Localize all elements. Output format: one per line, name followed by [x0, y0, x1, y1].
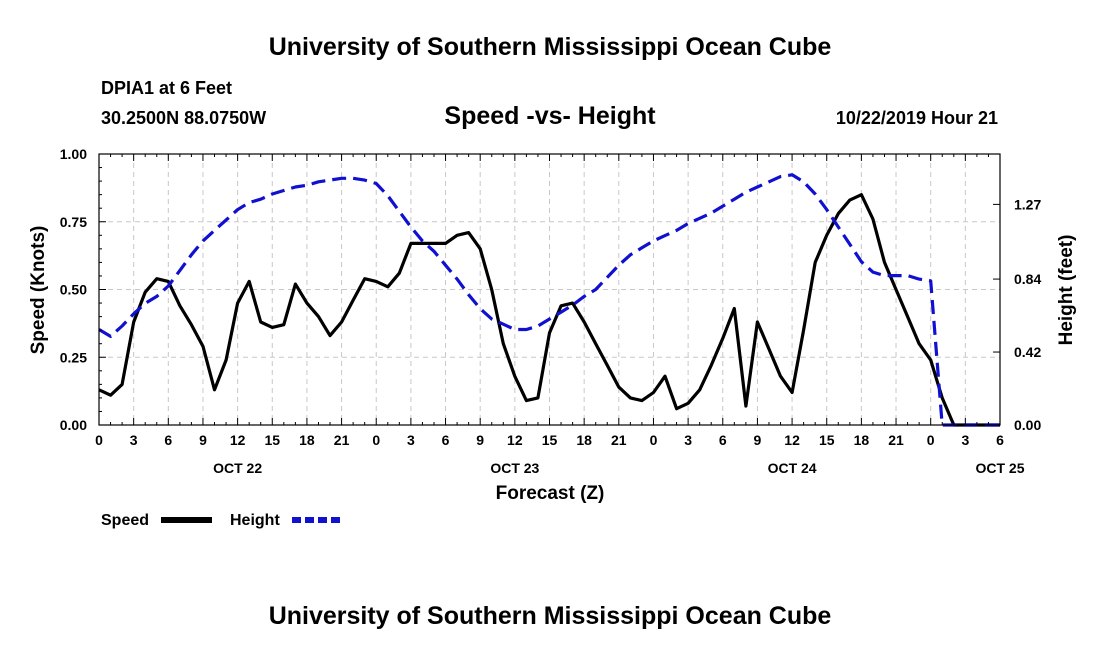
- x-tick-label: 18: [854, 432, 870, 448]
- date-label: OCT 24: [768, 460, 817, 476]
- x-tick-label: 3: [407, 432, 415, 448]
- x-tick-label: 3: [684, 432, 692, 448]
- x-tick-label: 0: [927, 432, 935, 448]
- x-tick-label: 0: [650, 432, 658, 448]
- y2-tick-label: 1.27: [1014, 196, 1041, 212]
- timestamp-label: 10/22/2019 Hour 21: [836, 108, 998, 128]
- x-tick-label: 12: [230, 432, 246, 448]
- x-tick-label: 3: [961, 432, 969, 448]
- y-tick-label: 1.00: [60, 146, 87, 162]
- y2-tick-label: 0.42: [1014, 344, 1041, 360]
- x-tick-label: 6: [442, 432, 450, 448]
- y-tick-label: 0.25: [60, 349, 87, 365]
- date-label: OCT 23: [490, 460, 539, 476]
- x-tick-label: 3: [130, 432, 138, 448]
- x-tick-label: 15: [542, 432, 558, 448]
- x-tick-label: 6: [996, 432, 1004, 448]
- legend-label-speed: Speed: [101, 512, 149, 529]
- coordinates-label: 30.2500N 88.0750W: [101, 108, 266, 128]
- y-axis-title: Speed (Knots): [28, 226, 49, 355]
- x-tick-label: 6: [164, 432, 172, 448]
- x-tick-label: 15: [264, 432, 280, 448]
- y2-axis-title: Height (feet): [1056, 235, 1077, 346]
- x-tick-label: 21: [611, 432, 627, 448]
- x-tick-label: 21: [334, 432, 350, 448]
- series-line-height: [98, 173, 1000, 427]
- x-axis-title: Forecast (Z): [496, 483, 605, 504]
- page-title: University of Southern Mississippi Ocean…: [269, 33, 832, 61]
- series-line-speed: [98, 193, 1000, 427]
- x-tick-label: 0: [95, 432, 103, 448]
- date-label: OCT 22: [213, 460, 262, 476]
- station-label: DPIA1 at 6 Feet: [101, 78, 232, 98]
- x-tick-label: 12: [507, 432, 523, 448]
- y2-tick-label: 0.00: [1014, 417, 1041, 433]
- date-label: OCT 25: [975, 460, 1024, 476]
- x-tick-label: 18: [576, 432, 592, 448]
- y-tick-label: 0.00: [60, 417, 87, 433]
- legend: Speed Height: [101, 512, 342, 529]
- legend-label-height: Height: [230, 512, 280, 529]
- x-tick-label: 0: [372, 432, 380, 448]
- axes-group: 0 3 6 9 12 15 18 21 0 3 6 9 12 15 18 21 0 3 6 9 12 15 18 21 0 3 6 O…: [60, 146, 1042, 476]
- x-tick-label: 6: [719, 432, 727, 448]
- chart-title: Speed -vs- Height: [444, 102, 656, 130]
- y-tick-label: 0.50: [60, 282, 87, 298]
- grid-lines: [99, 154, 1000, 425]
- x-tick-label: 12: [784, 432, 800, 448]
- footer-title: University of Southern Mississippi Ocean…: [269, 602, 832, 630]
- x-tick-label: 18: [299, 432, 315, 448]
- x-tick-label: 21: [888, 432, 904, 448]
- x-tick-label: 9: [476, 432, 484, 448]
- series-group: [98, 173, 1000, 427]
- x-tick-label: 9: [199, 432, 207, 448]
- x-tick-label: 9: [754, 432, 762, 448]
- y2-tick-label: 0.84: [1014, 271, 1041, 287]
- y-tick-label: 0.75: [60, 214, 87, 230]
- x-tick-label: 15: [819, 432, 835, 448]
